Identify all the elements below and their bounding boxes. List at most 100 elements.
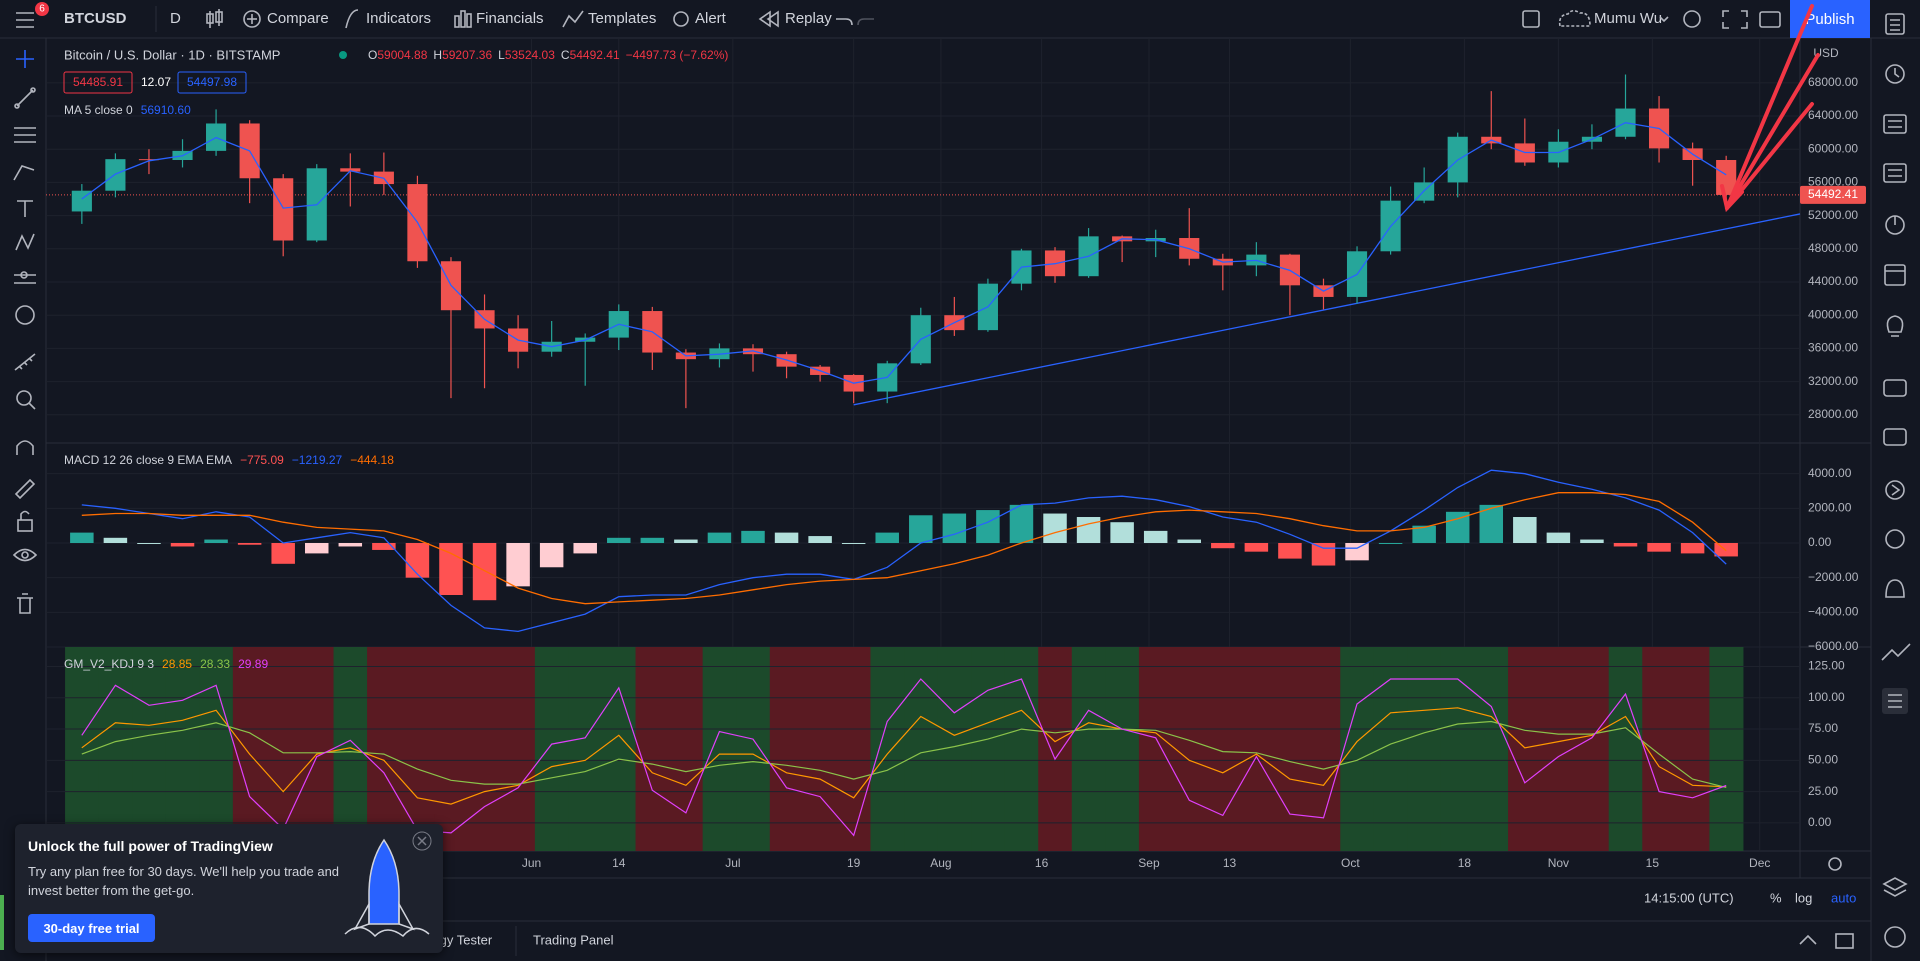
- toolbar-button[interactable]: Templates: [588, 10, 656, 27]
- chevron: [1659, 16, 1669, 23]
- trend-background: [1071, 647, 1106, 851]
- trend-background: [266, 647, 301, 851]
- trend-background: [400, 647, 435, 851]
- macd-legend: MACD 12 26 close 9 EMA EMA −775.09 −1219.2…: [64, 453, 394, 467]
- drawing-tools[interactable]: [12, 50, 38, 614]
- toolbar-button[interactable]: Replay: [785, 10, 832, 27]
- close-icon[interactable]: [417, 836, 427, 846]
- histogram-bar: [405, 543, 430, 578]
- redo-icon[interactable]: [857, 18, 874, 26]
- histogram-bar: [439, 543, 463, 596]
- publish-label[interactable]: Publish: [1805, 11, 1854, 28]
- ohlc-key: H: [433, 48, 442, 62]
- trend-background: [1340, 647, 1375, 851]
- trend-line: [853, 213, 1801, 406]
- trend-background: [1474, 647, 1509, 851]
- y-tick-label: 56000.00: [1808, 175, 1858, 189]
- signal-value: −444.18: [350, 453, 394, 467]
- collapse-icon[interactable]: [1799, 934, 1817, 945]
- histogram-bar: [1546, 532, 1571, 544]
- trend-background: [467, 647, 502, 851]
- rocket-fins: [353, 901, 415, 931]
- trend-background: [1440, 647, 1475, 851]
- y-tick-label: 125.00: [1808, 659, 1845, 673]
- histogram-bar: [1513, 517, 1537, 544]
- currency[interactable]: USD: [1813, 46, 1839, 60]
- ohlc-value: 59004.88: [377, 48, 427, 62]
- axis-settings[interactable]: [1828, 857, 1842, 871]
- ask: 54497.98: [187, 75, 237, 89]
- x-tick-label: 19: [847, 856, 861, 870]
- histogram-bar: [472, 543, 497, 601]
- undo-icon[interactable]: [836, 18, 853, 26]
- layout-icon[interactable]: [1522, 10, 1540, 28]
- ohlc-value: 54492.41: [570, 48, 620, 62]
- ask-box[interactable]: [177, 71, 247, 94]
- histogram-bar: [1680, 543, 1705, 554]
- user-name[interactable]: Mumu Wu: [1594, 10, 1662, 27]
- trend-background: [1407, 647, 1442, 851]
- market-status: [339, 51, 347, 59]
- y-tick-label: 44000.00: [1808, 274, 1858, 288]
- y-tick-label: 25.00: [1808, 784, 1838, 798]
- maximize-icon[interactable]: [1835, 933, 1854, 949]
- toolbar-button[interactable]: Alert: [695, 10, 727, 27]
- histogram-bar: [674, 539, 698, 544]
- histogram-bar: [741, 530, 765, 544]
- histogram-bar: [137, 543, 161, 545]
- trend-background: [736, 647, 771, 851]
- trend-background: [568, 647, 603, 851]
- percent-toggle[interactable]: %: [1770, 890, 1782, 905]
- kdj-line: [81, 707, 1727, 805]
- trend-background: [1608, 647, 1643, 851]
- ma-value: 56910.60: [141, 103, 191, 117]
- histogram-bar: [808, 536, 832, 544]
- trend-background: [199, 647, 234, 851]
- interval[interactable]: D: [170, 10, 181, 27]
- histogram-bar: [1613, 543, 1638, 547]
- promo-button[interactable]: 30-day free trial: [28, 914, 155, 942]
- y-tick-label: 100.00: [1808, 690, 1845, 704]
- trend-background: [1206, 647, 1241, 851]
- x-tick-label: 16: [1035, 856, 1049, 870]
- symbol[interactable]: BTCUSD: [64, 10, 127, 27]
- snapshot-icon[interactable]: [1759, 11, 1781, 28]
- trend-background: [501, 647, 536, 851]
- menu-button[interactable]: 6: [16, 2, 49, 28]
- right-sidebar[interactable]: [1881, 13, 1911, 948]
- chart-style-icon[interactable]: [206, 9, 223, 28]
- y-tick-label: 2000.00: [1808, 501, 1852, 515]
- x-tick-label: 13: [1223, 856, 1237, 870]
- trend-background: [1508, 647, 1543, 851]
- trend-background: [1306, 647, 1341, 851]
- y-tick-label: 40000.00: [1808, 307, 1858, 321]
- toolbar-button[interactable]: Indicators: [366, 10, 431, 27]
- toolbar-button[interactable]: Compare: [267, 10, 329, 27]
- histogram-bar: [338, 543, 363, 547]
- ohlc-key: C: [561, 48, 570, 62]
- histogram-bar: [1714, 543, 1738, 557]
- trend-background: [98, 647, 133, 851]
- histogram-bar: [1378, 543, 1403, 545]
- trend-background: [1273, 647, 1308, 851]
- ohlc-key: O: [368, 48, 377, 62]
- kdj-line: [81, 720, 1727, 788]
- kdj-title: GM_V2_KDJ 9 3: [64, 657, 154, 671]
- histogram-bar: [237, 543, 262, 545]
- auto-toggle[interactable]: auto: [1831, 890, 1856, 905]
- bid-box[interactable]: [63, 71, 133, 94]
- x-tick-label: Dec: [1749, 856, 1770, 870]
- log-toggle[interactable]: log: [1795, 890, 1812, 905]
- y-tick-label: 64000.00: [1808, 108, 1858, 122]
- bottom-tab[interactable]: Trading Panel: [533, 932, 614, 947]
- toolbar-button[interactable]: Financials: [476, 10, 544, 27]
- trend-background: [1675, 647, 1710, 851]
- fullscreen-icon[interactable]: [1722, 10, 1748, 29]
- y-tick-label: 50.00: [1808, 752, 1838, 766]
- candle-body: [340, 168, 361, 172]
- trend-background: [702, 647, 737, 851]
- settings-icon[interactable]: [1683, 10, 1701, 28]
- macd-line: [81, 469, 1727, 633]
- y-tick-label: −6000.00: [1808, 639, 1859, 653]
